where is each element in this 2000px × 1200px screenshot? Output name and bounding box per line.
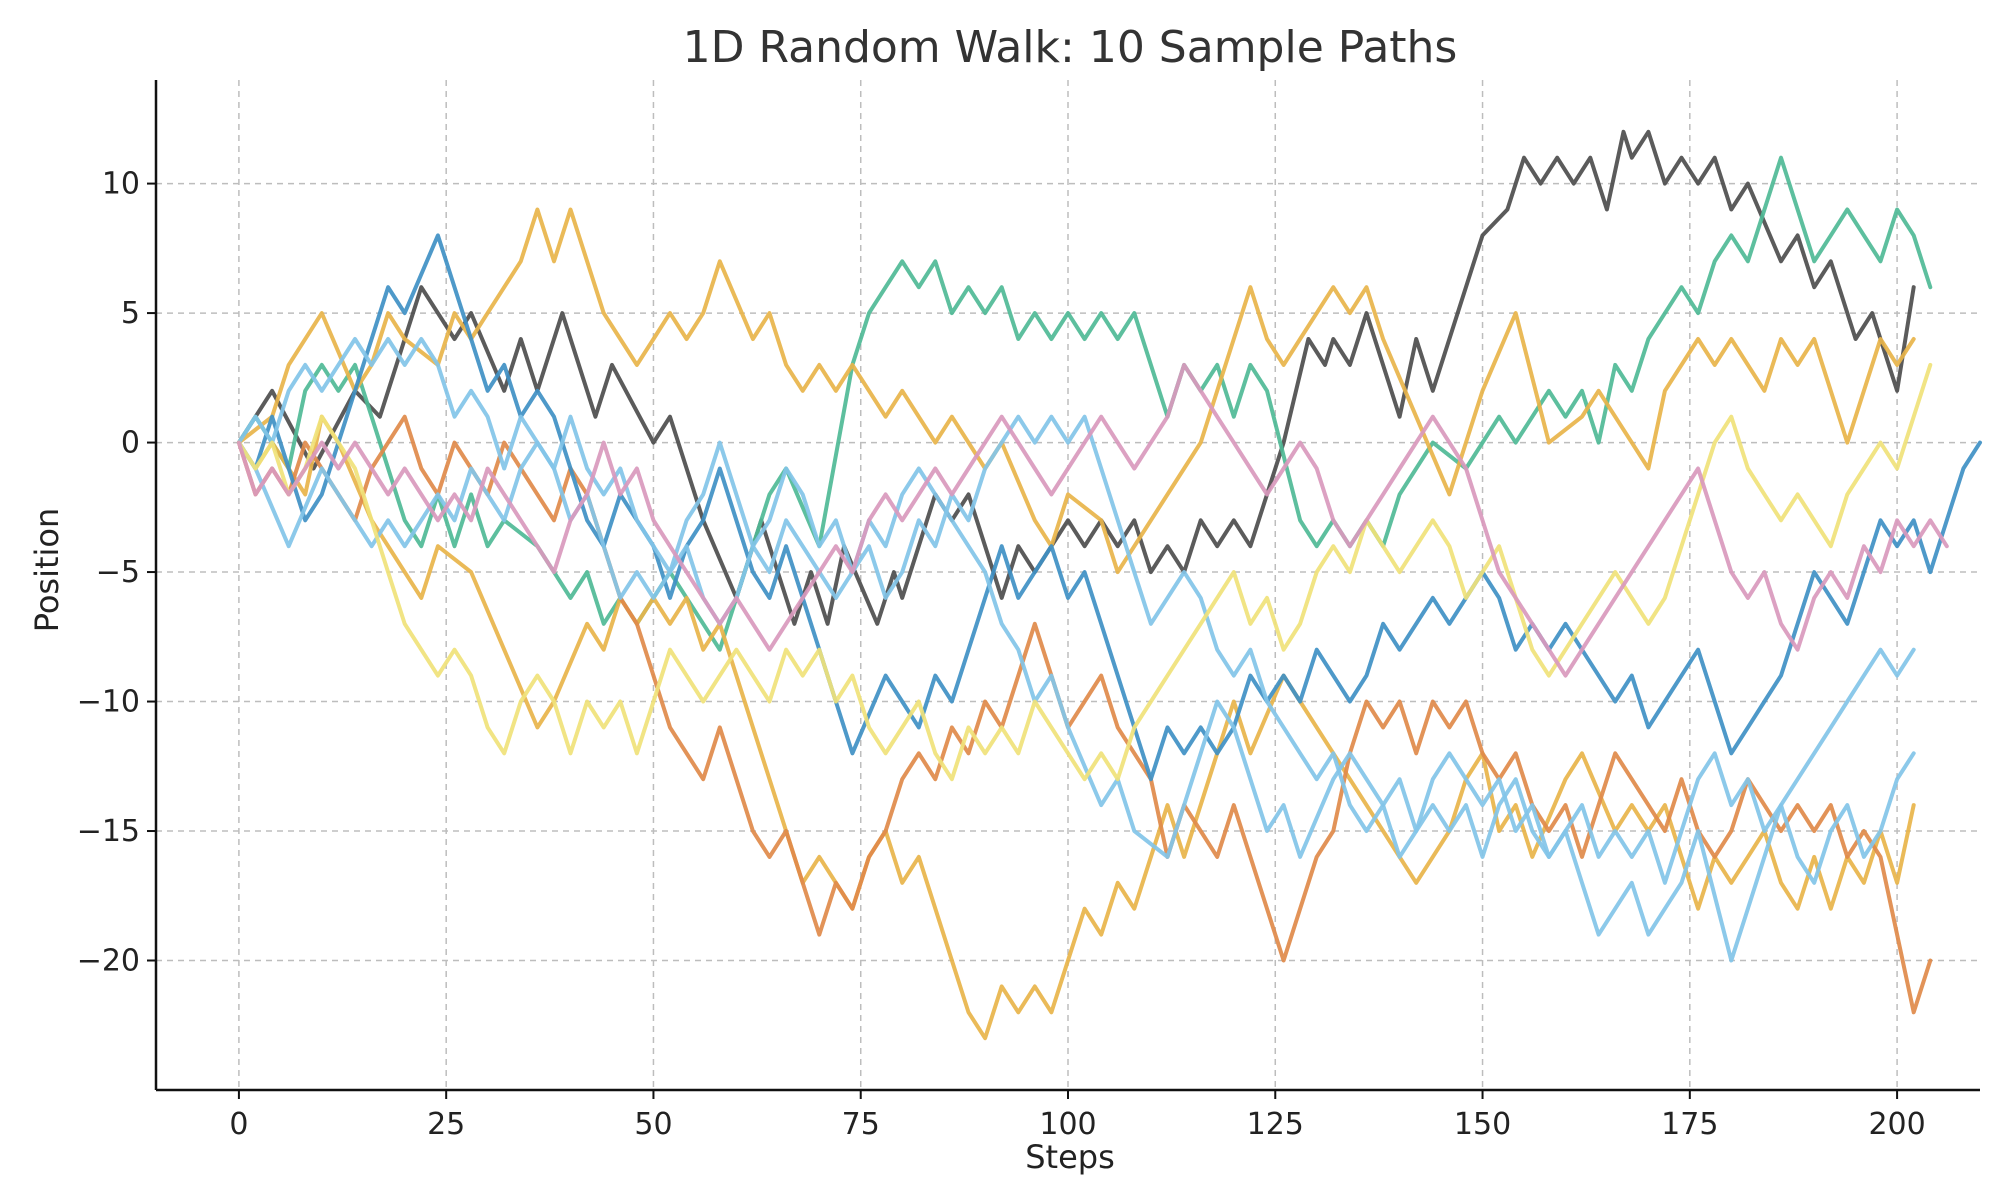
y-tick-label: −20 bbox=[77, 944, 140, 979]
x-tick-label: 75 bbox=[842, 1107, 880, 1142]
walk-path-4 bbox=[236, 414, 1916, 1041]
y-tick-label: 5 bbox=[121, 296, 140, 331]
grid bbox=[156, 80, 1980, 1090]
x-tick-label: 0 bbox=[229, 1107, 248, 1142]
x-tick-label: 50 bbox=[634, 1107, 672, 1142]
y-tick-label: 0 bbox=[121, 426, 140, 461]
x-tick-label: 100 bbox=[1039, 1107, 1096, 1142]
x-tick-label: 200 bbox=[1868, 1107, 1925, 1142]
walk-path-10 bbox=[236, 362, 1949, 678]
x-tick-label: 25 bbox=[427, 1107, 465, 1142]
walk-path-8 bbox=[236, 440, 1916, 963]
y-axis-label: Position bbox=[28, 508, 66, 633]
chart-title: 1D Random Walk: 10 Sample Paths bbox=[683, 22, 1458, 73]
walk-path-7 bbox=[236, 337, 1916, 885]
walk-path-2 bbox=[236, 155, 1933, 652]
y-tick-label: −15 bbox=[77, 814, 140, 849]
x-tick-label: 150 bbox=[1454, 1107, 1511, 1142]
x-tick-label: 175 bbox=[1661, 1107, 1718, 1142]
x-tick-label: 125 bbox=[1247, 1107, 1304, 1142]
series-layer bbox=[236, 129, 1982, 1041]
walk-path-1 bbox=[236, 129, 1916, 626]
y-tick-label: −5 bbox=[96, 555, 140, 590]
walk-path-6 bbox=[236, 233, 1982, 782]
y-tick-label: 10 bbox=[102, 167, 140, 202]
walk-path-3 bbox=[236, 207, 1916, 575]
walk-path-9 bbox=[236, 362, 1933, 782]
x-axis-label: Steps bbox=[1025, 1138, 1115, 1176]
y-tick-label: −10 bbox=[77, 685, 140, 720]
